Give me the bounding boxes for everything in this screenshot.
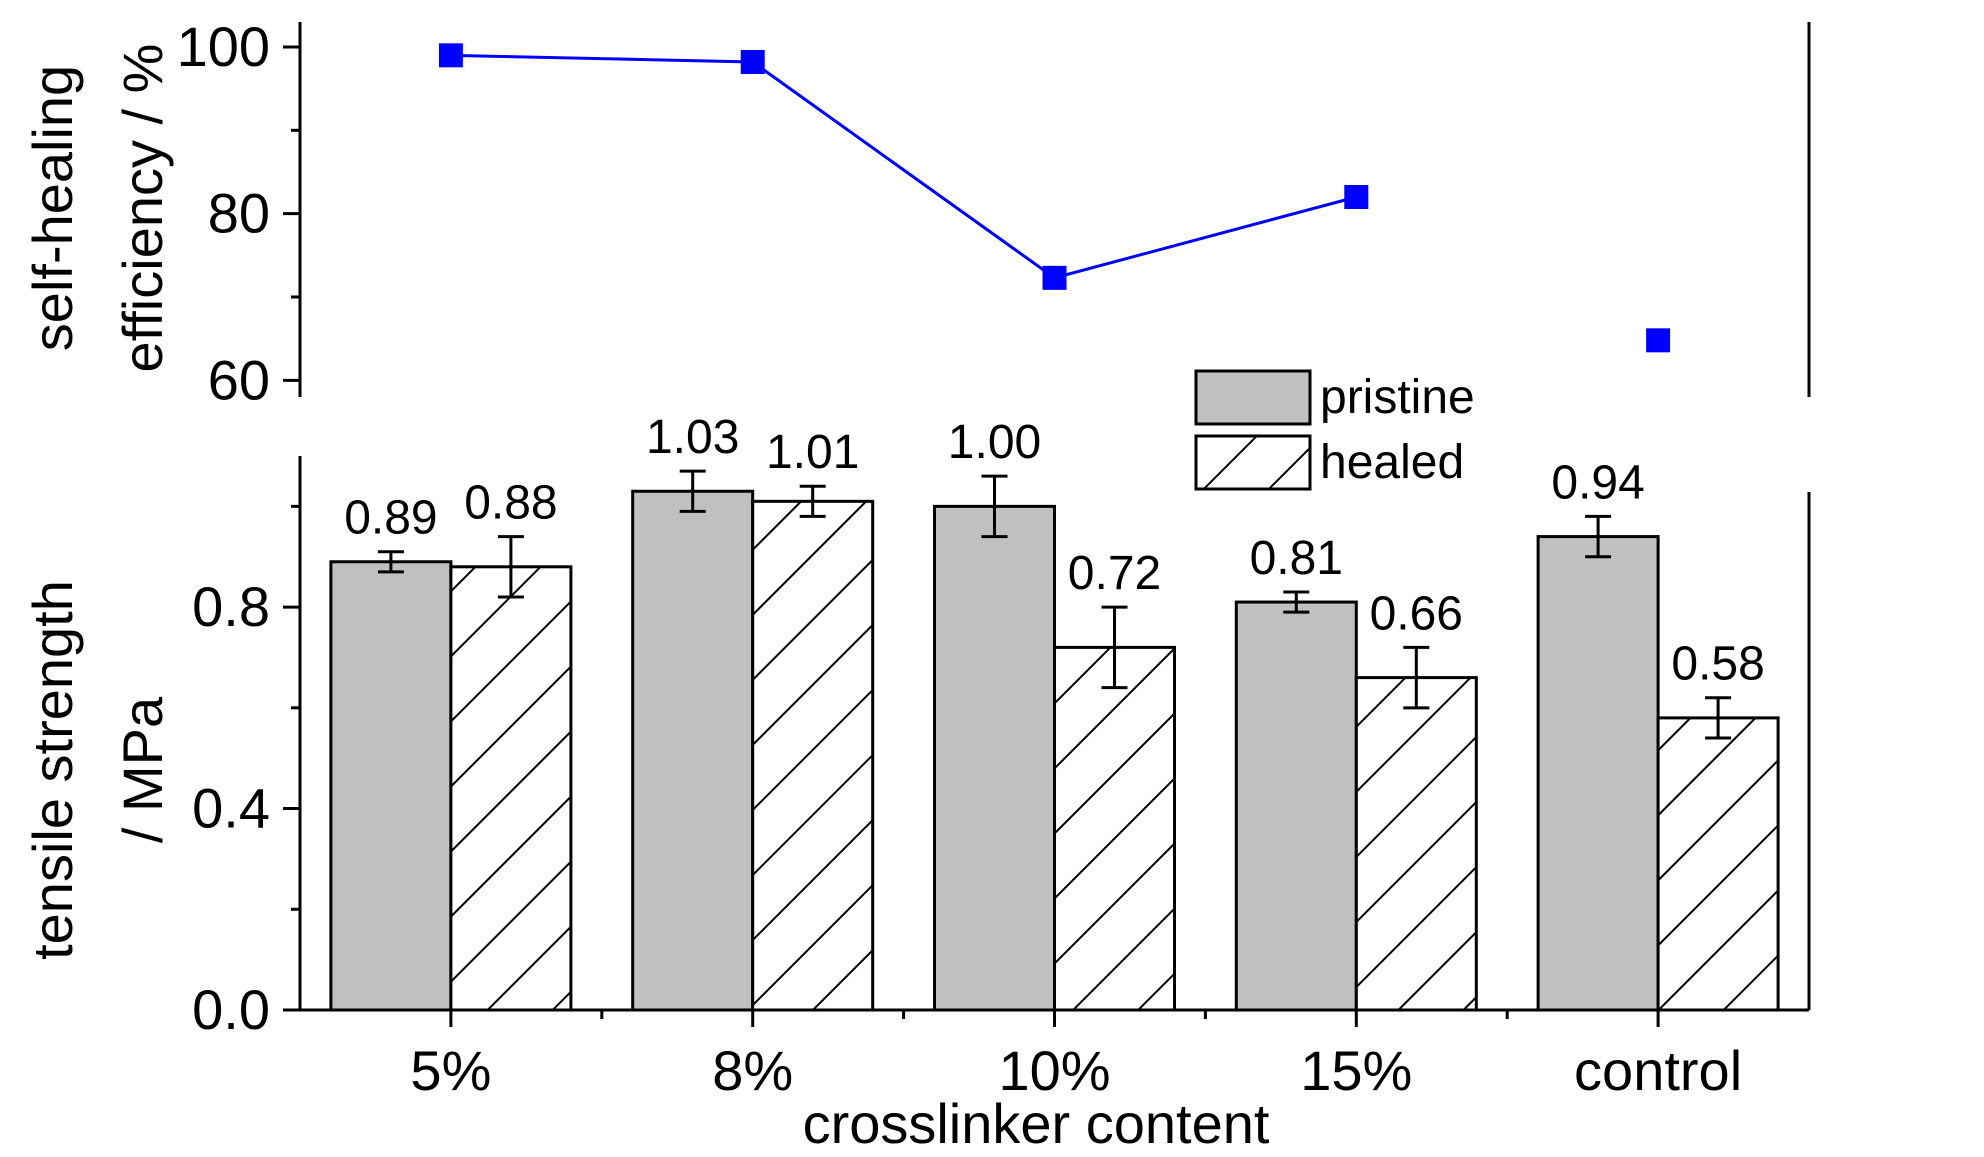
tensile-y-tick-label: 0.4 bbox=[192, 777, 270, 840]
bar-value-label: 1.03 bbox=[646, 411, 739, 464]
bar-pristine-control bbox=[1536, 535, 1660, 1012]
efficiency-y-tick-label: 80 bbox=[208, 182, 270, 245]
bar-pristine-8pct bbox=[631, 489, 755, 1012]
bar-pristine-15pct bbox=[1234, 600, 1358, 1012]
efficiency-line bbox=[450, 53, 1357, 280]
efficiency-series bbox=[438, 43, 1671, 353]
bar-pristine-10pct bbox=[933, 504, 1056, 1012]
tensile-y-axis-title-line1: tensile strength bbox=[21, 580, 84, 960]
x-tick-label: 5% bbox=[410, 1039, 491, 1102]
legend-swatch-healed bbox=[1194, 434, 1312, 491]
tensile-x-ticks: 5% 8% 10% 15% control bbox=[410, 1010, 1742, 1102]
tensile-y-axis-title-line2: / MPa bbox=[111, 696, 174, 843]
efficiency-y-axis-title-line2: efficiency / % bbox=[111, 44, 174, 373]
efficiency-panel: 60 80 100 self-healing efficiency / % bbox=[21, 15, 1811, 411]
efficiency-point-5pct bbox=[438, 43, 463, 68]
tensile-panel: 0.0 0.4 0.8 5% 8% 10% 15% control 0.89 1.03 1.00… bbox=[21, 411, 1811, 1155]
bar-value-label: 0.66 bbox=[1370, 587, 1463, 640]
legend-swatch-pristine bbox=[1194, 369, 1312, 426]
tensile-bars: 0.89 1.03 1.00 0.81 0.94 0.88 1.01 0.72 0.66 0.58 bbox=[329, 411, 1780, 1012]
bar-value-label: 0.94 bbox=[1551, 456, 1644, 509]
efficiency-point-15pct bbox=[1344, 185, 1369, 209]
bar-healed-control bbox=[1656, 716, 1780, 1012]
tensile-y-ticks: 0.0 0.4 0.8 bbox=[192, 504, 300, 1041]
tensile-y-tick-label: 0.8 bbox=[192, 575, 270, 638]
tensile-y-tick-label: 0.0 bbox=[192, 978, 270, 1041]
bar-value-label: 0.89 bbox=[344, 492, 437, 545]
bar-value-label: 1.01 bbox=[766, 426, 859, 479]
bar-healed-8pct bbox=[751, 499, 875, 1012]
bar-healed-15pct bbox=[1354, 676, 1478, 1012]
x-tick-label: 8% bbox=[712, 1039, 793, 1102]
bar-healed-10pct bbox=[1053, 645, 1176, 1012]
bar-value-label: 0.58 bbox=[1671, 638, 1764, 691]
bar-healed-5pct bbox=[449, 565, 573, 1012]
x-axis-title: crosslinker content bbox=[803, 1092, 1270, 1155]
efficiency-y-axis-title-line1: self-healing bbox=[21, 65, 84, 351]
legend-label-healed: healed bbox=[1320, 436, 1464, 489]
bar-value-label: 0.88 bbox=[464, 477, 557, 530]
efficiency-point-control bbox=[1646, 328, 1671, 353]
x-tick-label: 15% bbox=[1300, 1039, 1412, 1102]
efficiency-y-tick-label: 60 bbox=[208, 348, 270, 411]
x-tick-label: control bbox=[1574, 1039, 1742, 1102]
efficiency-y-ticks: 60 80 100 bbox=[177, 15, 300, 411]
efficiency-point-10pct bbox=[1042, 265, 1067, 290]
legend: pristine healed bbox=[1194, 369, 1475, 491]
legend-label-pristine: pristine bbox=[1320, 371, 1475, 424]
bar-value-label: 0.72 bbox=[1068, 547, 1161, 600]
bar-value-label: 0.81 bbox=[1250, 532, 1343, 585]
efficiency-y-tick-label: 100 bbox=[177, 15, 270, 78]
efficiency-point-8pct bbox=[740, 50, 765, 74]
bar-pristine-5pct bbox=[329, 560, 453, 1012]
x-tick-label: 10% bbox=[998, 1039, 1110, 1102]
bar-value-label: 1.00 bbox=[948, 416, 1041, 469]
